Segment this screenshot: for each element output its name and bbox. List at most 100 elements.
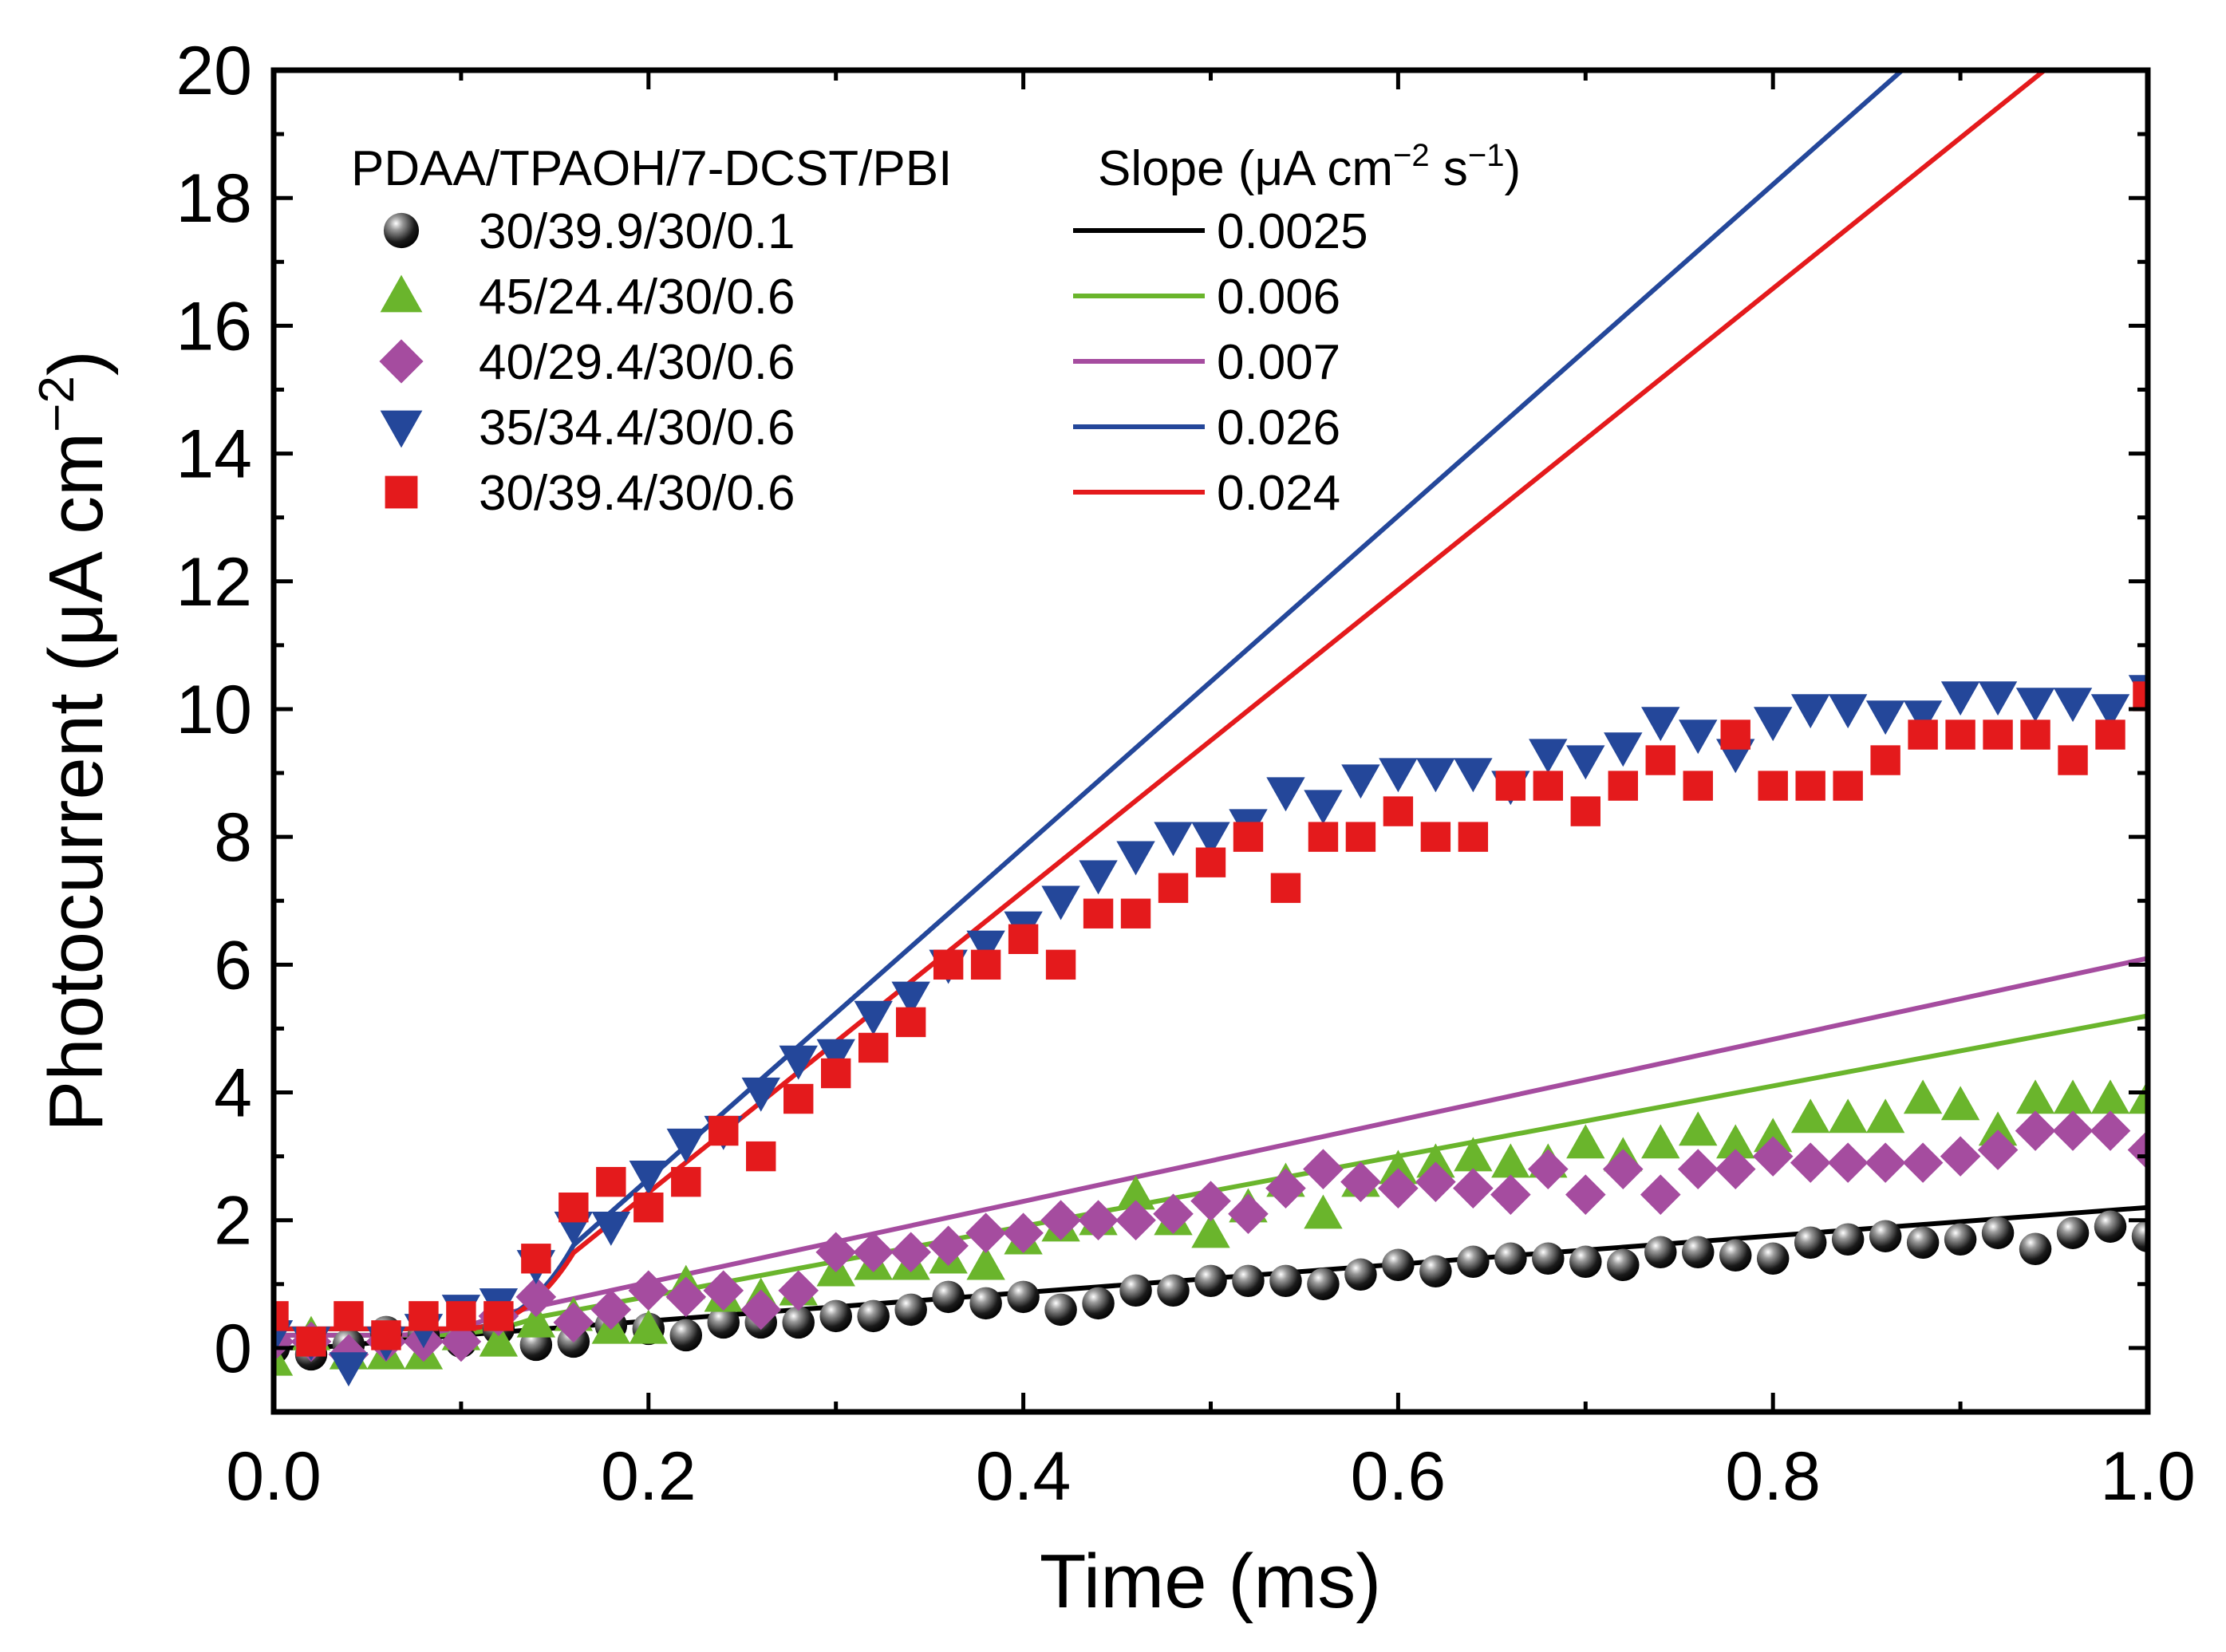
data-point-s3-50: [2090, 1110, 2131, 1151]
y-tick-label: 0: [214, 1311, 252, 1387]
data-point-s3-8: [515, 1276, 557, 1318]
data-point-s4-36: [1566, 745, 1605, 780]
data-point-s5-24: [1120, 898, 1151, 929]
data-point-s1-23: [1082, 1287, 1115, 1320]
data-point-s2-34: [1491, 1143, 1530, 1178]
data-point-s5-34: [1495, 771, 1526, 801]
data-point-s3-47: [1977, 1130, 2019, 1170]
data-point-s2-7: [479, 1322, 519, 1357]
data-point-s4-3: [329, 1352, 369, 1387]
data-point-s5-47: [1983, 720, 2013, 750]
data-point-s4-20: [966, 930, 1005, 965]
data-point-s4-12: [666, 1128, 705, 1163]
data-point-s1-29: [1307, 1268, 1340, 1301]
data-point-s1-39: [1682, 1236, 1715, 1269]
data-point-s2-32: [1416, 1143, 1455, 1178]
data-point-s1-35: [1532, 1242, 1565, 1275]
data-point-s4-24: [1116, 841, 1155, 876]
data-point-s3-28: [1265, 1168, 1306, 1208]
data-point-s1-50: [2094, 1210, 2127, 1243]
data-point-s1-26: [1194, 1264, 1227, 1298]
legend-marker-2: [380, 274, 423, 313]
legend-slope-value: 0.024: [1217, 466, 1340, 521]
data-point-s3-26: [1190, 1181, 1231, 1221]
legend: 30/39.9/30/0.1 0.0025 45/24.4/30/0.6 0.006 4…: [379, 204, 1368, 521]
data-point-s3-48: [2015, 1110, 2056, 1151]
data-point-s4-41: [1754, 707, 1793, 742]
data-point-s3-6: [440, 1321, 482, 1362]
data-point-s1-19: [932, 1280, 965, 1314]
data-point-s2-40: [1716, 1124, 1755, 1159]
data-point-s5-40: [1720, 720, 1750, 750]
y-tick-labels: 0 2 4 6 8 10 12 14 16 18 20: [176, 33, 252, 1387]
data-point-s3-27: [1228, 1193, 1269, 1235]
data-point-s3-18: [890, 1232, 931, 1273]
data-point-s3-36: [1565, 1174, 1606, 1215]
data-point-s3-40: [1715, 1149, 1756, 1189]
data-point-s4-43: [1828, 694, 1868, 729]
data-point-s4-10: [591, 1212, 631, 1246]
data-point-s3-51: [2127, 1130, 2148, 1170]
data-point-s4-42: [1790, 694, 1830, 729]
data-point-s5-48: [2020, 720, 2050, 750]
data-point-s1-42: [1794, 1226, 1827, 1259]
data-point-s3-29: [1303, 1149, 1344, 1189]
data-point-s1-28: [1269, 1264, 1302, 1298]
legend-marker-1: [383, 212, 420, 249]
data-point-s3-17: [853, 1232, 894, 1273]
data-point-s5-45: [1908, 720, 1938, 750]
x-tick-label: 0.6: [1351, 1438, 1447, 1515]
data-point-s5-41: [1758, 771, 1788, 801]
data-point-s4-32: [1416, 758, 1455, 793]
data-point-s5-3: [334, 1301, 364, 1331]
data-point-s2-24: [1116, 1175, 1155, 1210]
data-point-s2-50: [2090, 1079, 2130, 1114]
data-point-s1-51: [2131, 1220, 2148, 1252]
data-point-s2-41: [1754, 1118, 1793, 1153]
data-point-s3-45: [1902, 1142, 1944, 1183]
data-point-s4-35: [1529, 739, 1568, 774]
legend-marker-4: [380, 410, 423, 448]
data-point-s5-39: [1683, 771, 1713, 801]
data-point-s1-37: [1607, 1248, 1640, 1282]
data-point-s4-22: [1041, 885, 1080, 921]
data-point-s4-46: [1940, 681, 1980, 716]
data-point-s1-36: [1569, 1245, 1602, 1279]
data-point-s3-42: [1790, 1142, 1831, 1183]
legend-slope-sup2: −1: [1468, 138, 1505, 173]
x-tick-label: 0.8: [1725, 1438, 1821, 1515]
data-point-s4-49: [2053, 688, 2093, 723]
data-point-s3-11: [628, 1270, 669, 1311]
data-point-s2-29: [1304, 1194, 1343, 1229]
data-point-s4-31: [1379, 758, 1418, 793]
data-point-s3-30: [1340, 1161, 1381, 1202]
data-point-s3-21: [1003, 1212, 1044, 1254]
legend-series-label: 30/39.4/30/0.6: [479, 466, 795, 521]
data-point-s1-41: [1756, 1242, 1790, 1275]
data-point-s4-45: [1903, 700, 1943, 735]
data-point-s5-2: [296, 1327, 326, 1357]
data-point-s1-22: [1044, 1293, 1077, 1327]
data-point-s2-26: [1191, 1213, 1230, 1248]
data-point-s3-39: [1677, 1149, 1719, 1189]
data-point-s3-49: [2052, 1110, 2094, 1151]
y-tick-label: 12: [176, 544, 252, 621]
legend-slope-close: ): [1504, 141, 1521, 196]
x-tick-labels: 0.0 0.2 0.4 0.6 0.8 1.0: [226, 1438, 2196, 1515]
fit-lines: [274, 70, 2148, 1350]
data-point-s3-35: [1528, 1149, 1569, 1189]
legend-header-slope: Slope (μA cm−2 s−1): [1098, 138, 1521, 196]
fit-line-4: [274, 70, 1906, 1331]
data-point-s1-15: [782, 1306, 815, 1339]
legend-slope-value: 0.026: [1217, 400, 1340, 455]
data-point-s2-38: [1641, 1124, 1680, 1159]
data-point-s5-50: [2095, 720, 2125, 750]
data-point-s3-46: [1940, 1136, 1981, 1177]
legend-slope-sup1: −2: [1393, 138, 1430, 173]
data-point-s5-35: [1533, 771, 1564, 801]
y-tick-label: 6: [214, 927, 252, 1003]
data-point-s1-34: [1494, 1242, 1527, 1275]
axis-ticks: [271, 68, 2150, 1412]
data-point-s5-18: [895, 1007, 926, 1038]
data-point-s4-38: [1641, 707, 1680, 742]
